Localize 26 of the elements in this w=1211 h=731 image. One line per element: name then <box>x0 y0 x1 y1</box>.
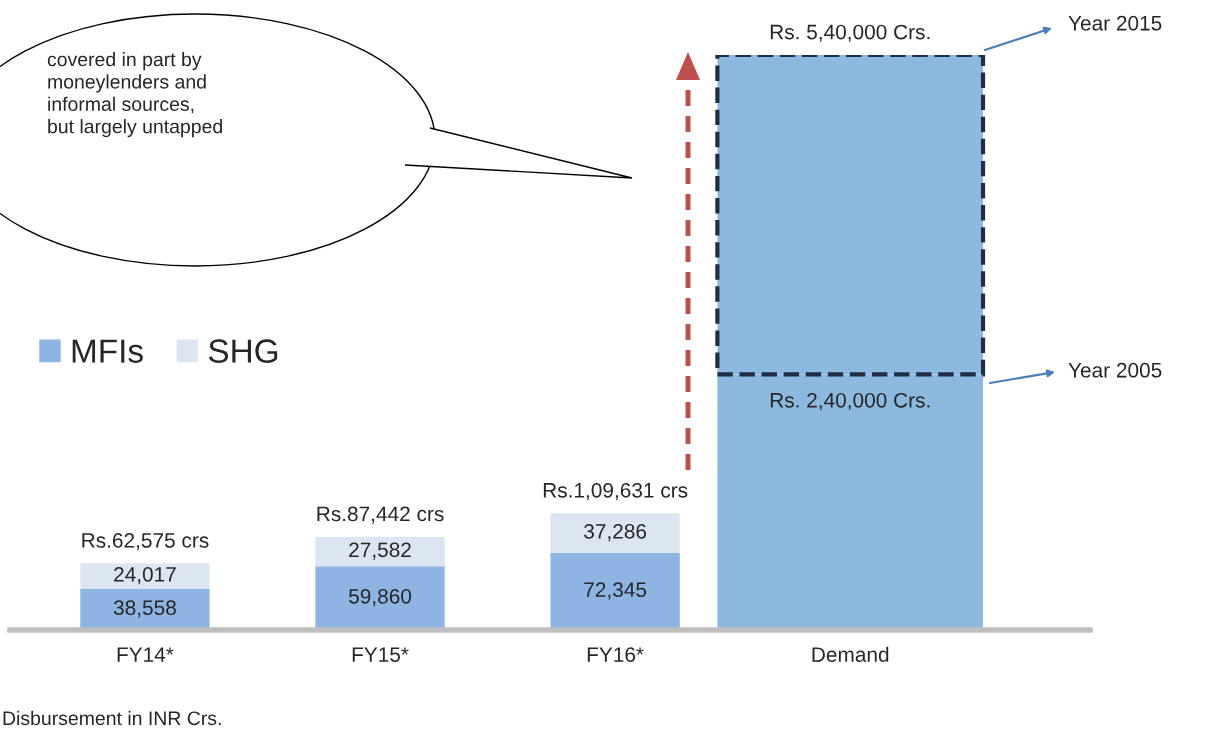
bar <box>315 536 445 567</box>
data-label: 59,860 <box>349 588 412 607</box>
x-tick-label: Demand <box>812 646 889 662</box>
total-label: Rs. 5,40,000 Crs. <box>770 24 930 42</box>
x-tick-label: FY16* <box>587 647 644 662</box>
text: Disbursement in INR Crs. <box>3 710 221 726</box>
legend-label: SHG <box>208 339 278 363</box>
data-label: Rs. 2,40,000 Crs. <box>770 392 930 411</box>
bar <box>80 563 210 589</box>
data-label: 72,345 <box>584 582 647 600</box>
data-label: 27,582 <box>349 542 411 560</box>
data-label: 38,558 <box>113 600 176 618</box>
legend-label: MFIs <box>72 339 143 363</box>
x-tick-label: FY15* <box>352 647 409 662</box>
bar <box>550 513 680 553</box>
x-tick-label: FY14* <box>117 647 174 662</box>
annotation: covered in part by moneylenders and informal sources, but largely untapped <box>47 52 222 138</box>
total-label: Rs.87,442 crs <box>317 506 444 524</box>
bar <box>550 552 680 630</box>
total-label: Rs.1,09,631 crs <box>543 482 688 501</box>
text: Year 2015 <box>1068 15 1162 31</box>
total-label: Rs.62,575 crs <box>82 533 209 551</box>
data-label: 37,286 <box>584 523 647 542</box>
bar <box>315 566 445 630</box>
annotation: Year 2005 <box>1068 362 1162 378</box>
data-label: 24,017 <box>114 567 176 585</box>
